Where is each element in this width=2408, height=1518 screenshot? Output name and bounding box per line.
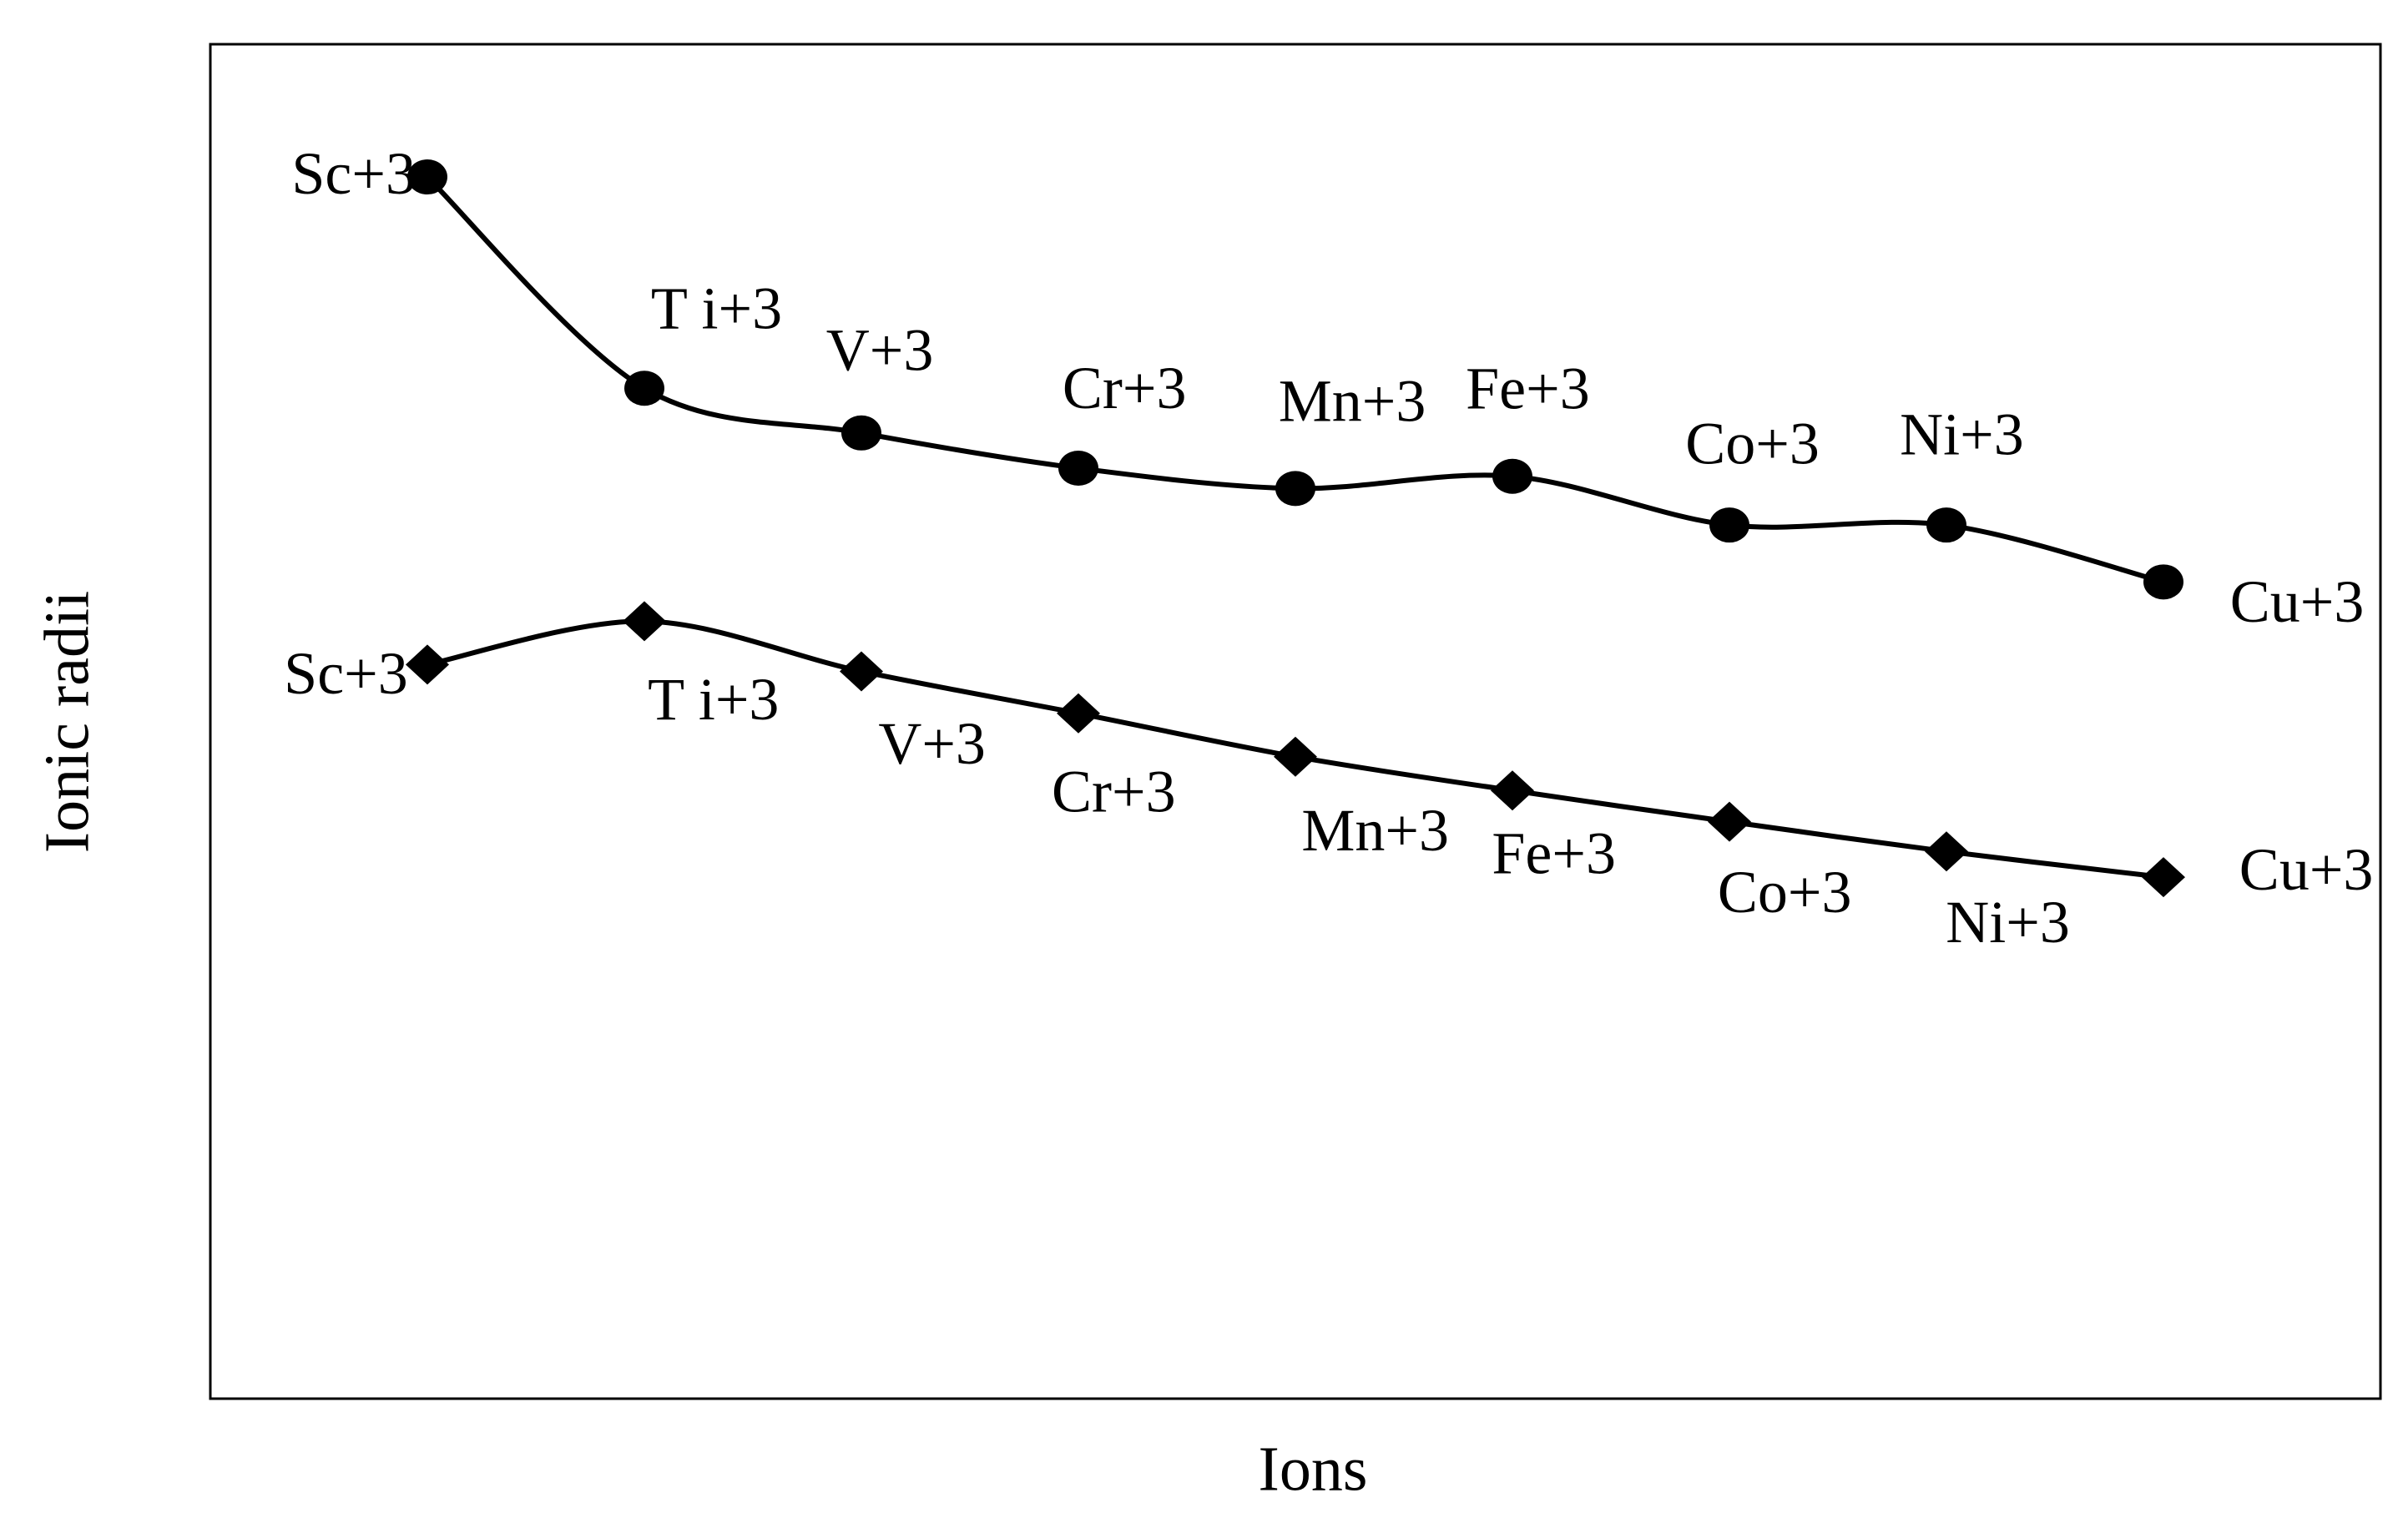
point-marker <box>1057 693 1100 734</box>
point-marker <box>1925 831 1968 872</box>
point-marker <box>1492 458 1532 494</box>
point-marker <box>1708 801 1751 842</box>
point-label: T i+3 <box>648 666 779 733</box>
point-label: Cu+3 <box>2230 568 2365 635</box>
point-marker <box>1275 471 1315 507</box>
x-axis-label: Ions <box>1259 1434 1368 1504</box>
point-marker <box>841 415 881 451</box>
point-label: Mn+3 <box>1279 367 1426 434</box>
point-marker <box>1709 507 1749 543</box>
point-label: Sc+3 <box>291 140 416 207</box>
y-axis-label: Ionic radii <box>32 591 102 853</box>
point-label: Ni+3 <box>1900 401 2024 467</box>
plot-frame <box>209 43 2382 1400</box>
point-marker <box>624 371 664 406</box>
point-label: V+3 <box>826 316 934 383</box>
point-marker <box>1058 450 1098 486</box>
point-label: Sc+3 <box>284 640 408 707</box>
point-label: Co+3 <box>1685 411 1820 477</box>
point-label: Ni+3 <box>1946 889 2070 956</box>
point-label: Fe+3 <box>1466 356 1590 422</box>
point-marker <box>407 159 447 195</box>
point-label: Cr+3 <box>1052 758 1176 825</box>
point-marker <box>406 644 449 685</box>
point-marker <box>623 601 666 642</box>
point-marker <box>1274 736 1317 777</box>
point-label: Cu+3 <box>2239 836 2374 903</box>
point-label: Mn+3 <box>1301 797 1449 864</box>
point-label: Fe+3 <box>1492 820 1616 887</box>
point-label: Co+3 <box>1718 859 1852 925</box>
point-marker <box>1491 770 1534 811</box>
point-label: T i+3 <box>651 275 782 341</box>
point-marker <box>2143 564 2183 600</box>
point-label: Cr+3 <box>1063 355 1187 421</box>
point-marker <box>1926 507 1966 543</box>
point-marker <box>840 651 883 692</box>
point-marker <box>2142 857 2185 898</box>
point-label: V+3 <box>878 710 986 777</box>
